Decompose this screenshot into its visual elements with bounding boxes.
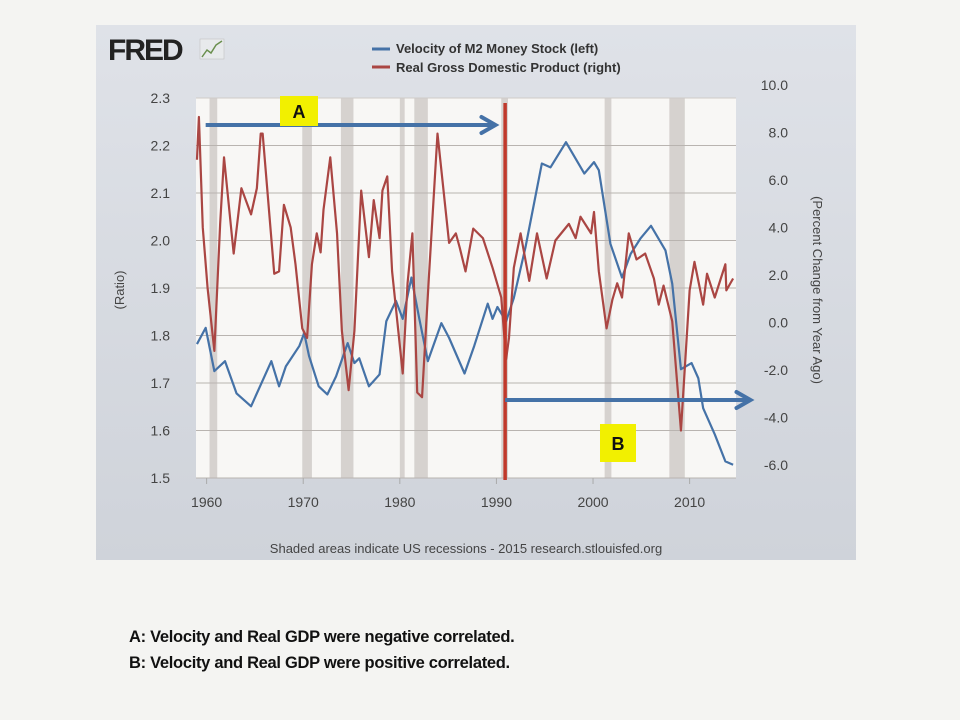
legend-label-gdp: Real Gross Domestic Product (right) <box>396 60 621 75</box>
x-tick-label: 2010 <box>674 494 705 510</box>
annotation-label-b: B <box>612 434 625 454</box>
y-tick-label-left: 1.8 <box>151 328 171 344</box>
arrow-b-head <box>734 390 755 410</box>
y-tick-label-left: 2.2 <box>151 138 171 154</box>
fred-logo-graph-line <box>201 40 223 58</box>
y-tick-label-left: 2.3 <box>151 90 171 106</box>
velocity-series-line <box>195 141 734 466</box>
chart-panel: FRED Velocity of M2 Money Stock (left) R… <box>96 25 856 560</box>
x-tick-label: 1970 <box>288 494 319 510</box>
y-tick-label-right: -6.0 <box>764 457 788 473</box>
annotation-label-a: A <box>293 102 306 122</box>
note-a: A: Velocity and Real GDP were negative c… <box>129 628 515 646</box>
y-tick-label-right: 2.0 <box>769 267 789 283</box>
y-tick-label-right: 0.0 <box>769 315 789 331</box>
y-tick-label-right: -2.0 <box>764 362 788 378</box>
y-tick-label-left: 1.9 <box>151 280 171 296</box>
legend: Velocity of M2 Money Stock (left) Real G… <box>372 41 621 75</box>
y-axis-label-right: (Percent Change from Year Ago) <box>810 196 825 384</box>
x-tick-label: 2000 <box>577 494 608 510</box>
fred-logo-text: FRED <box>108 34 183 67</box>
note-b: B: Velocity and Real GDP were positive c… <box>129 654 510 672</box>
y-axis-label-left: (Ratio) <box>112 270 127 309</box>
y-tick-label-right: 8.0 <box>769 125 789 141</box>
x-tick-label: 1960 <box>191 494 222 510</box>
fred-logo: FRED <box>108 34 225 67</box>
y-tick-label-right: -4.0 <box>764 410 788 426</box>
y-tick-label-right: 4.0 <box>769 220 789 236</box>
gdp-series-line <box>195 115 735 432</box>
notes: A: Velocity and Real GDP were negative c… <box>129 624 515 676</box>
x-tick-label: 1990 <box>481 494 512 510</box>
y-tick-label-left: 1.7 <box>151 375 171 391</box>
x-tick-label: 1980 <box>384 494 415 510</box>
y-tick-label-left: 2.1 <box>151 185 171 201</box>
y-tick-label-left: 1.6 <box>151 423 171 439</box>
legend-label-velocity: Velocity of M2 Money Stock (left) <box>396 41 598 56</box>
chart-footer: Shaded areas indicate US recessions - 20… <box>270 541 662 556</box>
chart-svg: FRED Velocity of M2 Money Stock (left) R… <box>108 34 825 556</box>
y-tick-label-left: 2.0 <box>151 233 171 249</box>
annotation-box-b <box>600 424 636 462</box>
y-tick-label-right: 10.0 <box>761 77 788 93</box>
annotation-box-a <box>280 96 318 126</box>
y-tick-label-left: 1.5 <box>151 470 171 486</box>
y-tick-label-right: 6.0 <box>769 172 789 188</box>
arrow-a-head <box>479 115 500 135</box>
